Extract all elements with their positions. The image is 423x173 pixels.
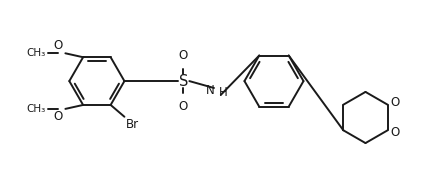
Text: CH₃: CH₃ (27, 104, 46, 114)
Text: O: O (179, 100, 188, 113)
Text: Br: Br (125, 118, 138, 131)
Text: O: O (390, 96, 400, 109)
Text: O: O (179, 49, 188, 62)
Text: N: N (206, 84, 215, 97)
Text: O: O (53, 39, 63, 52)
Text: H: H (219, 86, 228, 99)
Text: O: O (53, 110, 63, 123)
Text: O: O (390, 126, 400, 139)
Text: CH₃: CH₃ (27, 48, 46, 58)
Text: S: S (179, 74, 188, 89)
